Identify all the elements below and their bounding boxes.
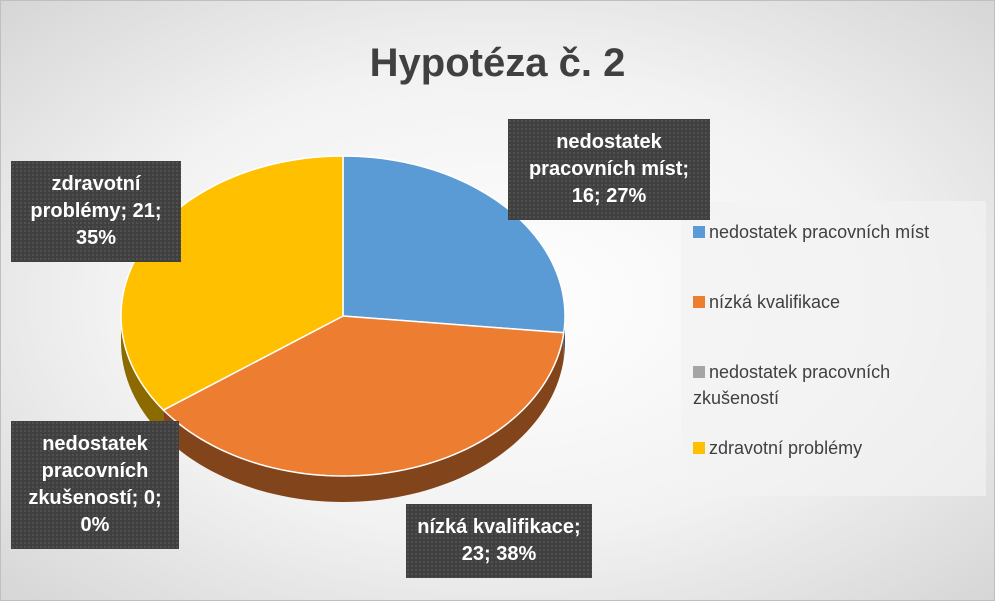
slice-side [163,332,564,502]
data-label: zdravotní problémy; 21; 35% [11,161,181,262]
legend-entry: nedostatek pracovních zkušeností [693,359,978,411]
legend-swatch [693,366,705,378]
data-label: nedostatek pracovních míst; 16; 27% [508,119,710,220]
legend-label: nedostatek pracovních míst [709,222,930,242]
chart-title: Hypotéza č. 2 [369,41,626,85]
legend-swatch [693,442,705,454]
legend-label: zdravotní problémy [709,438,863,458]
data-label: nízká kvalifikace; 23; 38% [406,504,592,578]
legend-label: nízká kvalifikace [709,292,841,312]
legend-swatch [693,296,705,308]
legend-swatch [693,226,705,238]
legend-label: nedostatek pracovních zkušeností [693,362,891,408]
legend-entry: zdravotní problémy [693,435,978,461]
slice [162,315,565,477]
slice [342,155,566,334]
data-label: nedostatek pracovních zkušeností; 0; 0% [11,421,179,549]
legend-entry: nedostatek pracovních míst [693,219,978,245]
slice-side [121,316,164,437]
legend: nedostatek pracovních míst nízká kvalifik… [681,201,986,496]
legend-entry: nízká kvalifikace [693,289,978,315]
